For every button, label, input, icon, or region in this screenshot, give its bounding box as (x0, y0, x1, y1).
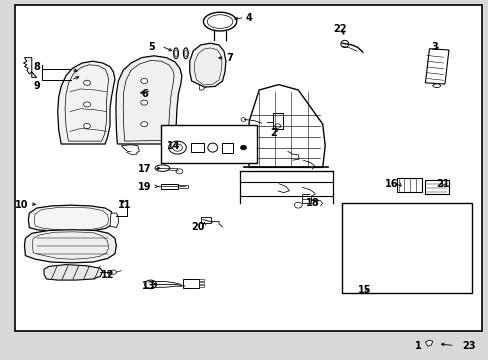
Ellipse shape (207, 143, 217, 152)
Circle shape (141, 122, 147, 127)
Polygon shape (126, 152, 137, 155)
Bar (199, 285, 203, 287)
Text: 21: 21 (435, 179, 448, 189)
Bar (201, 217, 211, 223)
Bar (302, 194, 310, 203)
Circle shape (141, 100, 147, 105)
Text: 23: 23 (462, 341, 475, 351)
Circle shape (240, 145, 246, 150)
Text: 8: 8 (33, 62, 40, 72)
Polygon shape (121, 145, 139, 153)
Polygon shape (311, 201, 322, 206)
Circle shape (141, 78, 147, 84)
Polygon shape (28, 205, 112, 232)
Text: 3: 3 (431, 42, 438, 52)
Text: 4: 4 (245, 13, 252, 23)
Bar (183, 279, 199, 288)
Bar (425, 49, 448, 84)
Circle shape (144, 280, 156, 289)
Bar (396, 178, 422, 192)
Polygon shape (44, 265, 102, 280)
Polygon shape (110, 213, 118, 228)
Text: 2: 2 (270, 128, 277, 138)
Bar (393, 284, 403, 288)
Bar (178, 185, 188, 188)
Ellipse shape (173, 48, 178, 59)
Polygon shape (24, 230, 116, 263)
Polygon shape (189, 43, 225, 87)
Text: 19: 19 (137, 182, 151, 192)
Polygon shape (350, 218, 454, 288)
Text: 12: 12 (101, 270, 114, 280)
Circle shape (168, 141, 186, 154)
Circle shape (83, 80, 90, 85)
Circle shape (83, 102, 90, 107)
Polygon shape (302, 187, 315, 196)
Text: 5: 5 (148, 42, 155, 52)
Polygon shape (239, 155, 251, 163)
Text: 17: 17 (137, 164, 151, 174)
Text: 1: 1 (414, 341, 421, 351)
Bar (161, 125, 256, 163)
Bar (366, 284, 376, 288)
Polygon shape (425, 340, 432, 346)
Ellipse shape (183, 48, 188, 59)
Text: 7: 7 (226, 53, 233, 63)
Text: 14: 14 (166, 141, 180, 151)
Ellipse shape (432, 84, 440, 87)
Text: 9: 9 (33, 81, 40, 91)
Polygon shape (116, 56, 182, 144)
Text: 13: 13 (142, 281, 156, 291)
Text: 15: 15 (357, 285, 370, 295)
Bar (199, 282, 203, 284)
Circle shape (83, 123, 90, 129)
Text: 18: 18 (305, 198, 319, 208)
Ellipse shape (155, 165, 169, 171)
Bar (221, 143, 233, 153)
Bar (352, 284, 362, 288)
Text: 6: 6 (141, 89, 147, 99)
Ellipse shape (203, 12, 236, 31)
Text: 20: 20 (191, 222, 204, 232)
Bar (380, 284, 389, 288)
Bar (272, 113, 282, 129)
Polygon shape (303, 160, 314, 169)
Text: 16: 16 (384, 179, 397, 189)
Text: 11: 11 (118, 200, 131, 210)
Polygon shape (246, 85, 325, 167)
Text: 10: 10 (15, 200, 29, 210)
Polygon shape (58, 61, 115, 144)
Polygon shape (287, 151, 299, 160)
Bar (342, 203, 471, 293)
Ellipse shape (340, 40, 348, 48)
Bar (161, 184, 178, 189)
Bar (199, 279, 203, 281)
Bar (190, 143, 204, 152)
Bar (425, 180, 448, 194)
Text: 22: 22 (332, 24, 346, 34)
Polygon shape (277, 184, 289, 193)
Polygon shape (23, 58, 37, 77)
